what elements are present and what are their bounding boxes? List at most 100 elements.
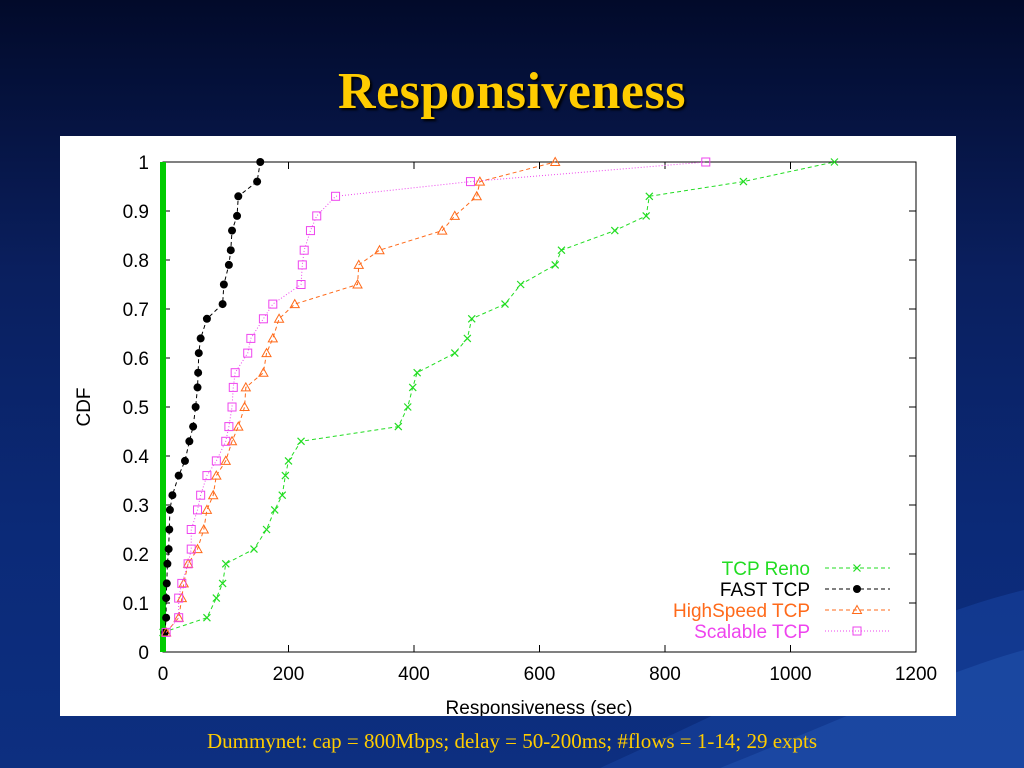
data-point [353, 259, 365, 269]
data-point [467, 314, 476, 323]
data-point [174, 593, 184, 603]
data-point [164, 545, 173, 554]
data-point [233, 211, 242, 220]
data-point [262, 525, 271, 534]
data-point [193, 383, 202, 392]
legend-label: Scalable TCP [694, 622, 810, 643]
data-point [701, 157, 711, 167]
data-point [189, 422, 198, 431]
data-point [270, 505, 279, 514]
data-point [224, 422, 234, 432]
data-point [408, 383, 417, 392]
series-highspeed-tcp [160, 156, 561, 637]
data-point [162, 613, 171, 622]
series-scalable-tcp [161, 157, 711, 637]
x-tick-label: 600 [524, 664, 556, 685]
data-point [165, 505, 174, 514]
data-point [221, 559, 230, 568]
x-axis-label: Responsiveness (sec) [446, 698, 633, 716]
legend-label: HighSpeed TCP [673, 601, 810, 622]
data-point [185, 437, 194, 446]
data-point [226, 246, 235, 255]
y-tick-label: 0.9 [123, 202, 149, 223]
x-tick-label: 400 [398, 664, 430, 685]
legend-marker [851, 604, 863, 614]
data-point [557, 246, 566, 255]
data-point [221, 436, 231, 446]
series-line [165, 161, 706, 633]
zero-reference-bar [160, 162, 166, 652]
data-point [232, 421, 244, 431]
x-tick-label: 1000 [769, 664, 811, 685]
data-point [465, 177, 475, 187]
data-point [463, 334, 472, 343]
data-point [234, 192, 243, 201]
data-point [551, 260, 560, 269]
y-tick-label: 0.2 [123, 545, 149, 566]
series-line [165, 161, 556, 633]
y-tick-label: 0.1 [123, 594, 149, 615]
data-point [297, 437, 305, 446]
y-tick-label: 0 [138, 643, 149, 664]
data-point [516, 280, 525, 289]
data-point [196, 334, 205, 343]
y-tick-label: 0.5 [123, 398, 149, 419]
data-point [331, 191, 341, 201]
data-point [403, 403, 412, 411]
data-point [258, 314, 268, 324]
legend-label: FAST TCP [720, 580, 810, 601]
chart-panel: 0 200 400 600 800 1000 1200 0 0.1 0.2 0.3 0.4 0.5 0.6… [60, 136, 956, 719]
data-point [258, 367, 269, 377]
legend-marker [852, 626, 862, 636]
slide-title: Responsiveness [338, 63, 686, 120]
data-point [645, 192, 654, 201]
cdf-chart: 0 200 400 600 800 1000 1200 0 0.1 0.2 0.3 0.4 0.5 0.6… [74, 153, 937, 719]
data-point [261, 347, 272, 358]
y-tick-label: 0.8 [123, 251, 149, 272]
y-tick-label: 0.7 [123, 300, 149, 321]
data-point [180, 456, 189, 465]
data-point [210, 470, 222, 480]
data-point [183, 559, 193, 569]
data-point [161, 627, 171, 637]
data-point [194, 349, 203, 358]
data-point [163, 559, 172, 568]
data-point [267, 332, 279, 343]
data-point [299, 245, 309, 255]
data-point [278, 491, 287, 500]
data-point [273, 313, 285, 323]
data-point [177, 578, 187, 588]
data-point [186, 544, 196, 554]
data-point [296, 280, 306, 289]
data-point [289, 298, 301, 309]
slide-caption: Dummynet: cap = 800Mbps; delay = 50-200m… [206, 729, 818, 753]
data-point [256, 158, 265, 166]
y-tick-label: 1 [138, 153, 149, 174]
x-tick-label: 800 [649, 664, 681, 685]
data-point [173, 612, 185, 622]
x-tick-label: 0 [158, 664, 169, 685]
data-point [610, 226, 619, 235]
series-fast-tcp [160, 158, 265, 637]
data-point [218, 579, 227, 588]
data-point [830, 158, 839, 166]
data-point [243, 348, 253, 358]
series-line [162, 161, 835, 633]
legend-marker [853, 564, 861, 572]
data-point [174, 613, 184, 623]
data-point [191, 403, 200, 411]
data-point [174, 471, 183, 480]
data-point [436, 225, 448, 235]
data-point [474, 176, 486, 186]
data-point [501, 300, 509, 309]
data-point [202, 471, 212, 481]
data-point [642, 211, 651, 220]
data-point [219, 280, 228, 289]
data-point [250, 545, 258, 554]
data-point [201, 504, 213, 514]
data-point [162, 594, 171, 603]
data-point [211, 456, 221, 466]
data-point [230, 368, 240, 378]
legend-marker [853, 585, 861, 593]
y-axis-label: CDF [74, 387, 95, 426]
